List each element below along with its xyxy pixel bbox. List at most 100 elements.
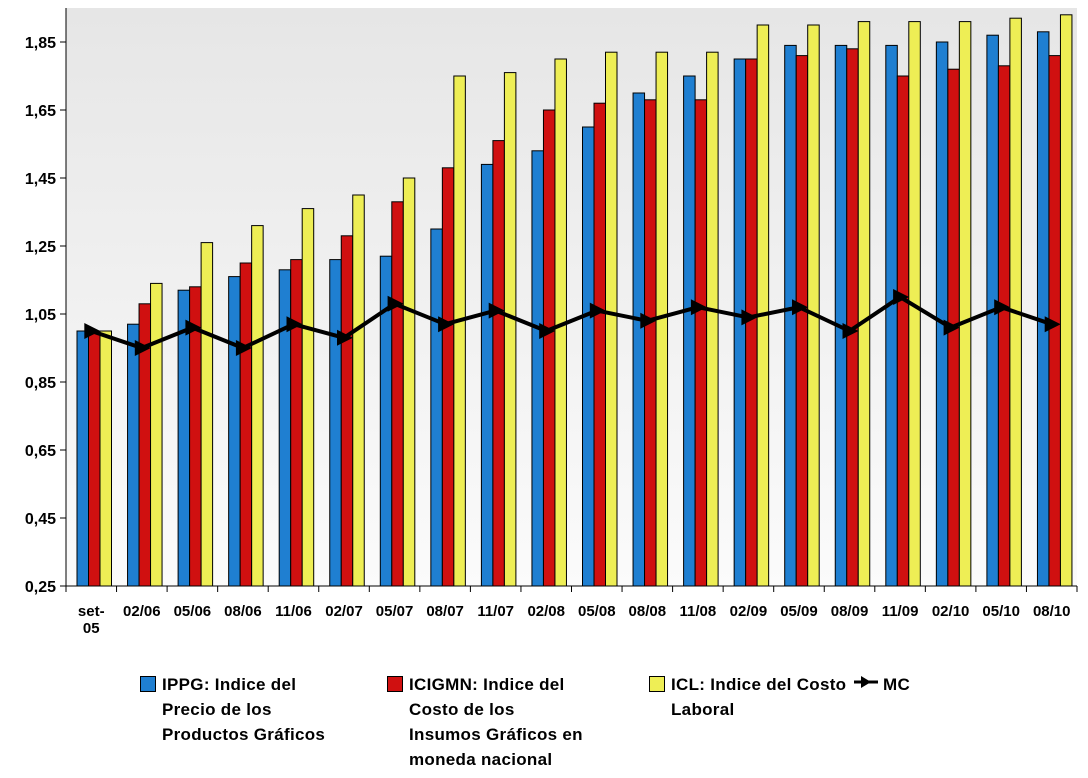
point-mc: [438, 316, 455, 333]
bar: [694, 99, 708, 587]
bar: [706, 51, 719, 587]
x-tick-label: 02/10: [932, 603, 970, 620]
x-tick-label: 08/07: [426, 603, 464, 620]
bar: [896, 75, 910, 587]
series-line-mc: [90, 295, 1053, 350]
legend-label-mc: MC: [883, 675, 911, 694]
bar: [239, 262, 253, 587]
bar: [441, 167, 455, 587]
bar: [885, 44, 898, 587]
x-tick-label: 08/09: [831, 603, 869, 620]
bar: [795, 55, 809, 587]
bar: [1009, 17, 1022, 587]
bar: [453, 75, 466, 587]
bar: [251, 225, 264, 587]
x-tick-label: 05/08: [578, 603, 616, 620]
point-mc: [792, 299, 808, 316]
x-tick-label: 05/09: [780, 603, 818, 620]
point-mc: [842, 323, 859, 339]
bar: [88, 330, 101, 587]
bar: [593, 102, 606, 587]
x-tick-label: 05: [83, 620, 100, 637]
legend-swatch-icigmn: [387, 676, 403, 692]
bar: [402, 177, 416, 587]
bar: [391, 201, 404, 587]
legend-item-mc: MC: [853, 672, 910, 697]
point-mc: [488, 302, 505, 319]
y-tick-label: 1,65: [25, 103, 56, 120]
point-mc: [235, 340, 252, 356]
bar: [542, 109, 556, 587]
bar: [605, 51, 618, 587]
x-tick-label: 11/08: [680, 603, 717, 620]
bar: [531, 150, 544, 587]
bar: [756, 24, 770, 587]
bar: [784, 44, 797, 587]
y-tick-label: 0,65: [25, 443, 56, 460]
x-tick-label: 08/10: [1033, 603, 1071, 620]
x-tick-label: 08/06: [224, 603, 262, 620]
legend-swatch-ippg: [140, 676, 156, 692]
legend-label-ippg: IPPG: Indice del Precio de los Productos…: [162, 675, 326, 744]
x-tick-label: 02/06: [123, 603, 161, 620]
bar: [632, 92, 646, 587]
bar: [278, 269, 292, 587]
y-tick-label: 0,45: [25, 511, 56, 528]
bar: [644, 99, 657, 587]
point-mc: [286, 316, 303, 333]
point-mc: [943, 319, 960, 336]
bar: [582, 126, 595, 587]
legend-item-icl: ICL: Indice del Costo Laboral: [649, 672, 846, 722]
legend: IPPG: Indice del Precio de los Productos…: [140, 672, 1060, 778]
bar: [492, 140, 505, 587]
point-mc: [690, 299, 707, 316]
x-tick-label: 02/09: [730, 603, 768, 620]
point-mc: [741, 309, 758, 326]
bar: [99, 330, 112, 587]
bar: [1059, 14, 1073, 587]
bar: [834, 44, 848, 587]
bar: [997, 65, 1011, 587]
bar: [290, 259, 303, 587]
bar: [503, 72, 517, 587]
y-tick-label: 1,25: [25, 239, 56, 256]
y-tick-label: 0,25: [25, 579, 56, 596]
point-mc: [893, 289, 910, 305]
y-tick-label: 1,85: [25, 35, 56, 52]
x-tick-label: 02/08: [527, 603, 565, 620]
x-tick-label: set-: [78, 603, 105, 620]
bar: [857, 21, 871, 587]
point-mc: [84, 323, 101, 339]
legend-swatch-icl: [649, 676, 665, 692]
bar: [430, 228, 443, 587]
bar: [745, 58, 758, 587]
bar: [200, 242, 214, 587]
bar: [127, 323, 140, 587]
point-mc: [994, 299, 1011, 316]
point-mc: [640, 312, 657, 329]
point-mc: [337, 329, 353, 346]
legend-swatch-mc: [854, 676, 878, 688]
point-mc: [387, 295, 404, 312]
x-tick-label: 11/07: [477, 603, 514, 620]
bar: [807, 24, 820, 587]
point-mc: [589, 302, 606, 319]
y-tick-label: 1,05: [25, 307, 56, 324]
plot-area: [66, 8, 1077, 586]
x-tick-label: 11/06: [275, 603, 312, 620]
x-tick-label: 08/08: [629, 603, 667, 620]
bar: [352, 194, 365, 587]
bar: [150, 282, 163, 587]
bar: [958, 21, 972, 587]
x-tick-label: 02/07: [325, 603, 363, 620]
point-mc: [134, 340, 151, 356]
bar: [340, 235, 354, 587]
bar: [329, 259, 342, 587]
bar: [1036, 31, 1050, 587]
x-tick-label: 05/06: [174, 603, 212, 620]
bar: [480, 163, 494, 587]
legend-label-icl: ICL: Indice del Costo Laboral: [671, 675, 847, 719]
x-tick-label: 05/10: [982, 603, 1020, 620]
legend-label-icigmn: ICIGMN: Indice del Costo de los Insumos …: [409, 675, 583, 769]
point-mc: [539, 323, 556, 339]
